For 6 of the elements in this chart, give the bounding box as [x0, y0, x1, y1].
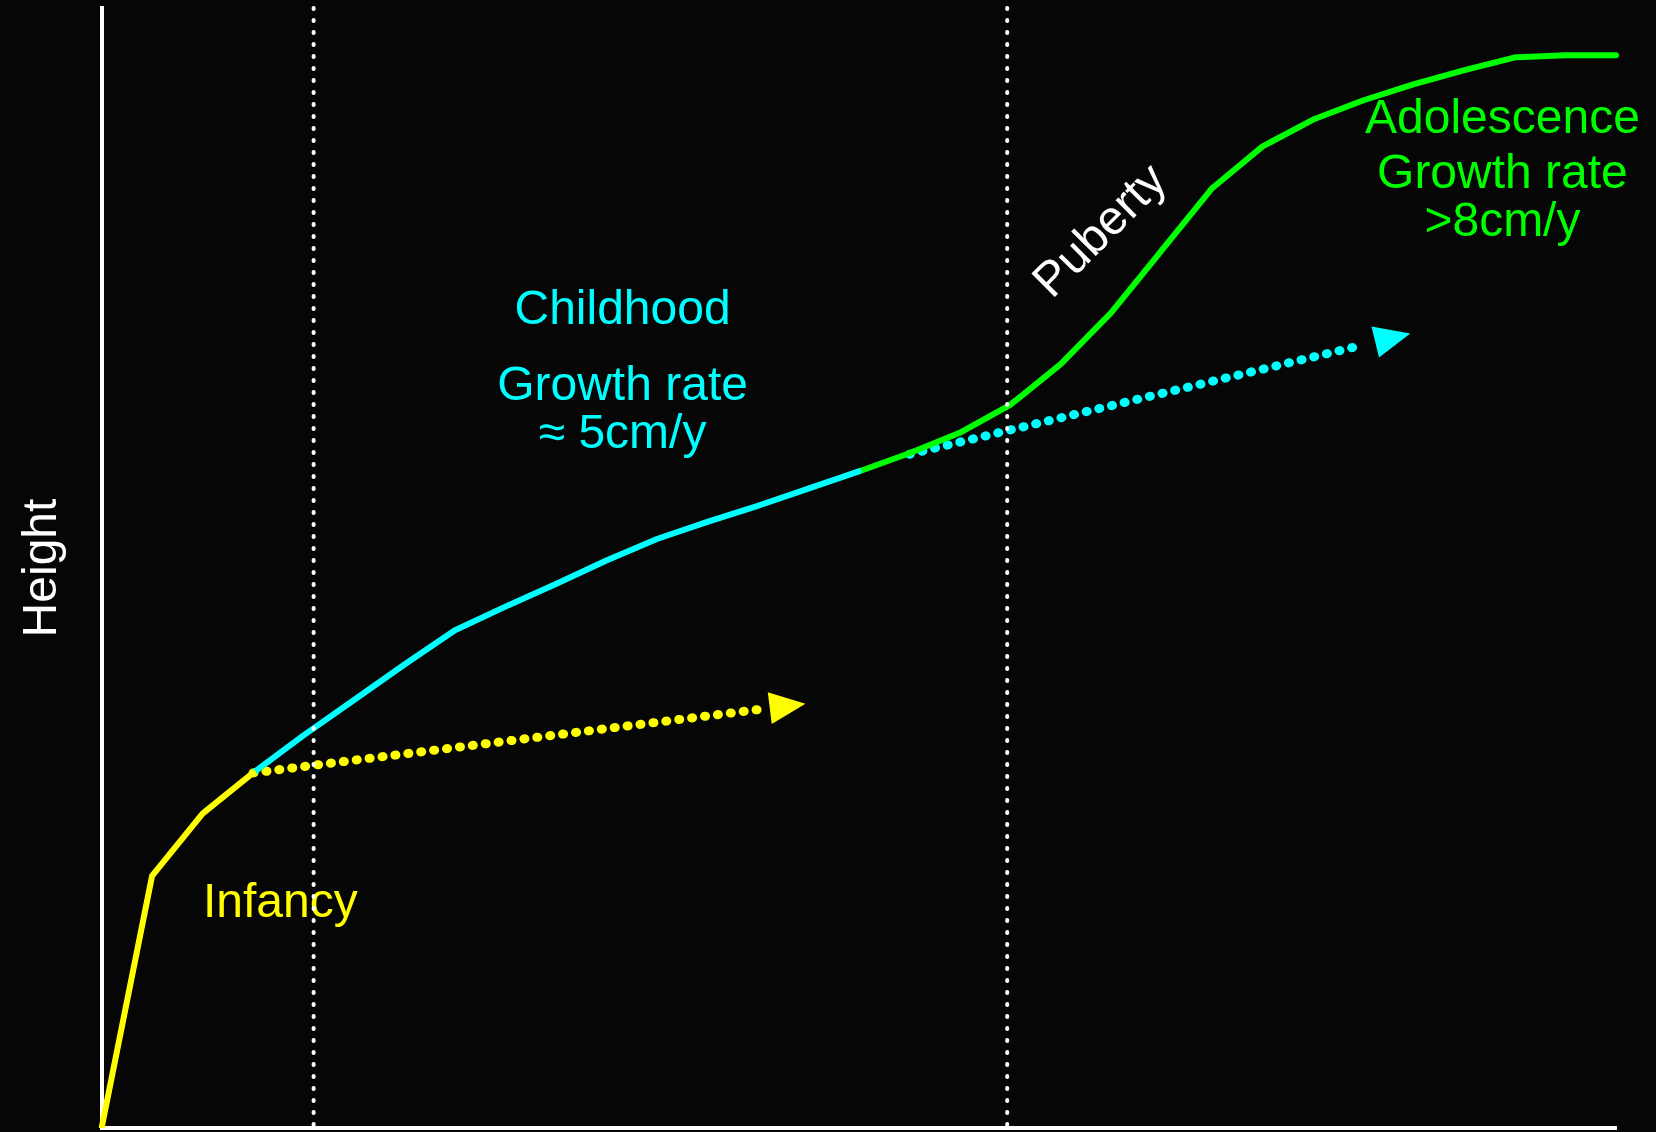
- annotation: Childhood: [514, 280, 731, 334]
- annotation: Adolescence: [1364, 90, 1640, 144]
- annotation: Infancy: [202, 874, 358, 928]
- annotation: Growth rate ≈ 5cm/y: [497, 357, 748, 459]
- annotation: Growth rate >8cm/y: [1377, 144, 1628, 246]
- y-axis-title: Height: [13, 498, 67, 638]
